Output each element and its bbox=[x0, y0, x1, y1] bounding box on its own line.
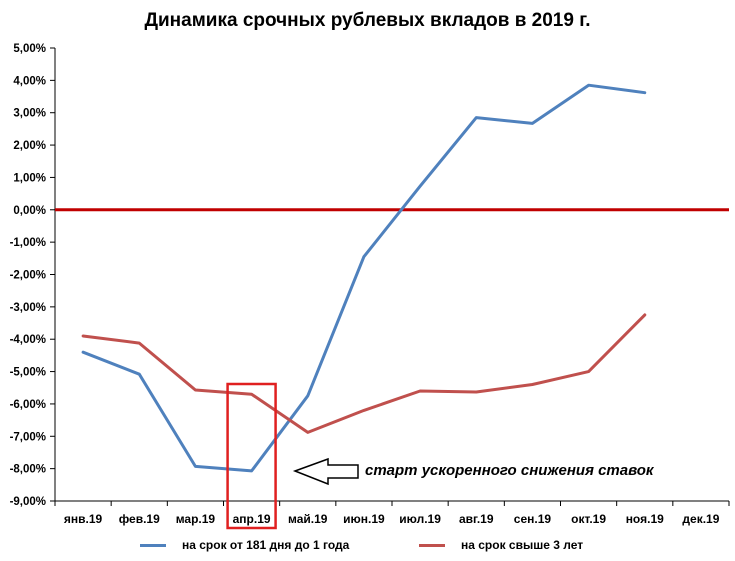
x-tick-label: апр.19 bbox=[233, 512, 271, 526]
highlight-box bbox=[226, 382, 277, 530]
y-tick-label: -9,00% bbox=[10, 496, 46, 508]
legend-swatch-series-2 bbox=[419, 543, 445, 547]
y-tick-label: 4,00% bbox=[13, 75, 46, 87]
x-tick-label: дек.19 bbox=[682, 512, 719, 526]
legend-label-series-2: на срок свыше 3 лет bbox=[461, 538, 584, 552]
x-tick-label: янв.19 bbox=[64, 512, 103, 526]
y-tick-label: 2,00% bbox=[13, 140, 46, 152]
legend-item-series-2: на срок свыше 3 лет bbox=[419, 538, 583, 552]
y-tick-label: -7,00% bbox=[10, 431, 46, 443]
chart-legend: на срок от 181 дня до 1 года на срок свы… bbox=[0, 538, 735, 556]
legend-label-series-1: на срок от 181 дня до 1 года bbox=[182, 538, 350, 552]
x-tick-label: июл.19 bbox=[399, 512, 441, 526]
y-tick-label: 3,00% bbox=[13, 108, 46, 120]
y-tick-label: -8,00% bbox=[10, 464, 46, 476]
y-tick-label: 1,00% bbox=[13, 172, 46, 184]
y-tick-label: 5,00% bbox=[13, 43, 46, 55]
x-tick-label: сен.19 bbox=[514, 512, 552, 526]
y-tick-label: -2,00% bbox=[10, 270, 46, 282]
x-tick-label: авг.19 bbox=[459, 512, 494, 526]
y-tick-label: -1,00% bbox=[10, 237, 46, 249]
x-tick-label: май.19 bbox=[288, 512, 328, 526]
legend-item-series-1: на срок от 181 дня до 1 года bbox=[140, 538, 349, 552]
y-tick-label: 0,00% bbox=[13, 205, 46, 217]
series-line-1 bbox=[81, 83, 647, 473]
x-tick-label: июн.19 bbox=[343, 512, 385, 526]
y-tick-label: -3,00% bbox=[10, 302, 46, 314]
y-tick-label: -5,00% bbox=[10, 367, 46, 379]
x-tick-label: мар.19 bbox=[176, 512, 216, 526]
x-tick-label: ноя.19 bbox=[626, 512, 664, 526]
x-tick-label: окт.19 bbox=[571, 512, 606, 526]
x-tick-label: фев.19 bbox=[119, 512, 160, 526]
annotation-text: старт ускоренного снижения ставок bbox=[365, 462, 654, 479]
legend-swatch-series-1 bbox=[140, 543, 166, 547]
series-line-2 bbox=[81, 313, 647, 434]
chart-title: Динамика срочных рублевых вкладов в 2019… bbox=[144, 10, 591, 31]
y-tick-label: -4,00% bbox=[10, 334, 46, 346]
y-tick-label: -6,00% bbox=[10, 399, 46, 411]
annotation-arrow bbox=[292, 457, 359, 486]
